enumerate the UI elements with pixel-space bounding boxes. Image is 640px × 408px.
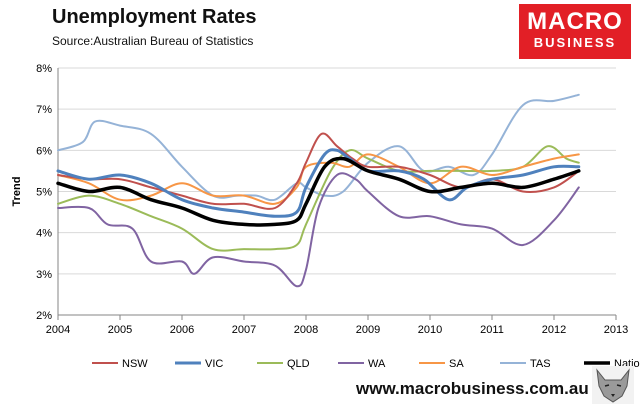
logo-line-2: BUSINESS <box>533 35 617 50</box>
y-tick-label: 3% <box>36 269 52 281</box>
chart-source: Source:Australian Bureau of Statistics <box>52 34 254 48</box>
x-tick-label: 2007 <box>232 324 256 336</box>
y-tick-label: 6% <box>36 145 52 157</box>
x-tick-label: 2005 <box>108 324 132 336</box>
x-tick-label: 2008 <box>294 324 318 336</box>
series-line-wa <box>57 172 580 288</box>
series-line-national <box>56 156 581 227</box>
website-url[interactable]: www.macrobusiness.com.au <box>356 379 589 398</box>
x-tick-label: 2004 <box>46 324 70 336</box>
logo-line-1: MACRO <box>527 8 623 35</box>
x-tick-label: 2010 <box>418 324 442 336</box>
legend-label-sa: SA <box>449 358 464 370</box>
wolf-mascot-icon <box>592 366 634 404</box>
legend-label-tas: TAS <box>530 358 551 370</box>
x-tick-label: 2013 <box>604 324 628 336</box>
y-tick-label: 5% <box>36 187 52 199</box>
y-axis-label: Trend <box>11 177 23 207</box>
legend-label-nsw: NSW <box>122 358 148 370</box>
y-tick-label: 8% <box>36 63 52 75</box>
legend-label-wa: WA <box>368 358 386 370</box>
y-tick-label: 2% <box>36 310 52 322</box>
chart-title: Unemployment Rates <box>52 6 257 28</box>
legend-label-vic: VIC <box>205 358 223 370</box>
legend-label-qld: QLD <box>287 358 310 370</box>
x-tick-label: 2012 <box>542 324 566 336</box>
y-tick-label: 7% <box>36 104 52 116</box>
x-tick-label: 2006 <box>170 324 194 336</box>
x-tick-label: 2009 <box>356 324 380 336</box>
brand-logo: MACRO BUSINESS <box>519 4 631 59</box>
y-tick-label: 4% <box>36 228 52 240</box>
x-tick-label: 2011 <box>480 324 504 336</box>
